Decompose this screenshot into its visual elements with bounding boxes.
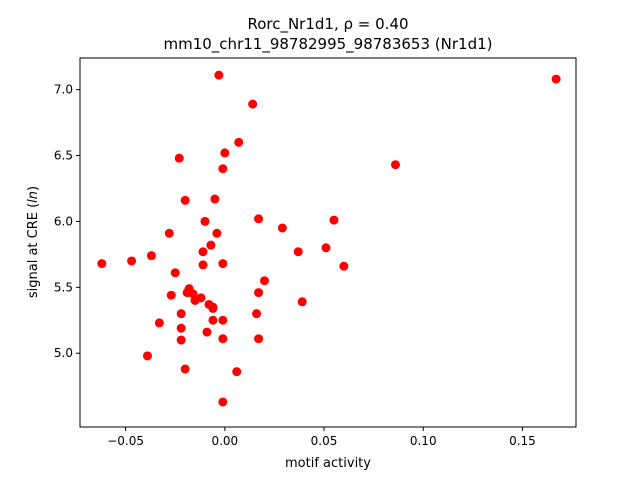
data-point	[254, 288, 264, 298]
data-point	[127, 256, 137, 266]
data-point	[210, 194, 220, 204]
x-tick-label: 0.00	[211, 434, 238, 448]
data-point	[190, 295, 200, 305]
data-point	[248, 99, 258, 109]
data-point	[198, 247, 208, 257]
data-point	[329, 215, 339, 225]
chart-title-line-2: mm10_chr11_98782995_98783653 (Nr1d1)	[164, 35, 493, 54]
y-axis-label-suffix: )	[26, 186, 41, 191]
data-point	[176, 335, 186, 345]
data-point	[551, 74, 561, 84]
data-point	[390, 160, 400, 170]
data-point	[176, 323, 186, 333]
data-point	[260, 276, 270, 286]
data-point	[200, 216, 210, 226]
data-point	[208, 303, 218, 313]
data-point	[174, 153, 184, 163]
x-axis-ticks: −0.05 0.00 0.05 0.10 0.15	[107, 427, 536, 448]
x-tick-label: −0.05	[107, 434, 144, 448]
data-point	[218, 334, 228, 344]
data-point	[142, 351, 152, 361]
y-tick-label: 5.5	[54, 280, 73, 294]
data-point	[218, 397, 228, 407]
data-point	[212, 228, 222, 238]
chart-title-prefix: Rorc_Nr1d1,	[247, 15, 343, 34]
data-point	[166, 290, 176, 300]
y-tick-label: 7.0	[54, 83, 73, 97]
data-points	[97, 70, 561, 407]
data-point	[218, 164, 228, 174]
data-point	[254, 214, 264, 224]
data-point	[164, 228, 174, 238]
data-point	[146, 251, 156, 261]
data-point	[208, 315, 218, 325]
data-point	[206, 240, 216, 250]
plot-area-frame	[79, 57, 577, 428]
data-point	[202, 327, 212, 337]
data-point	[321, 243, 331, 253]
x-tick-label: 0.15	[509, 434, 536, 448]
data-point	[220, 148, 230, 158]
data-point	[293, 247, 303, 257]
data-point	[154, 318, 164, 328]
y-axis-label-prefix: signal at CRE (	[26, 203, 41, 298]
data-point	[214, 70, 224, 80]
data-point	[232, 367, 242, 377]
x-tick-label: 0.10	[410, 434, 437, 448]
data-point	[198, 260, 208, 270]
y-axis-label: signal at CRE (ln)	[26, 186, 41, 298]
y-axis-label-math: ln	[26, 191, 41, 203]
data-point	[176, 309, 186, 319]
data-point	[170, 268, 180, 278]
data-point	[339, 261, 349, 271]
data-point	[218, 259, 228, 269]
y-tick-label: 5.0	[54, 346, 73, 360]
data-point	[277, 223, 287, 233]
data-point	[252, 309, 262, 319]
chart-title-line-1: Rorc_Nr1d1, ρ = 0.40	[247, 15, 408, 34]
chart-title-rho: ρ = 0.40	[344, 15, 409, 33]
data-point	[97, 259, 107, 269]
data-point	[218, 315, 228, 325]
y-tick-label: 6.5	[54, 149, 73, 163]
y-axis-ticks: 5.0 5.5 6.0 6.5 7.0	[54, 83, 80, 360]
data-point	[254, 334, 264, 344]
data-point	[297, 297, 307, 307]
data-point	[234, 137, 244, 147]
data-point	[180, 364, 190, 374]
x-tick-label: 0.05	[311, 434, 338, 448]
data-point	[180, 195, 190, 205]
y-tick-label: 6.0	[54, 214, 73, 228]
x-axis-label: motif activity	[285, 456, 371, 471]
